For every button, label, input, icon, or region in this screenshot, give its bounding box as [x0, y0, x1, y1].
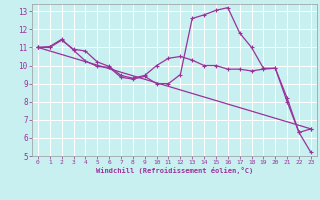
- X-axis label: Windchill (Refroidissement éolien,°C): Windchill (Refroidissement éolien,°C): [96, 167, 253, 174]
